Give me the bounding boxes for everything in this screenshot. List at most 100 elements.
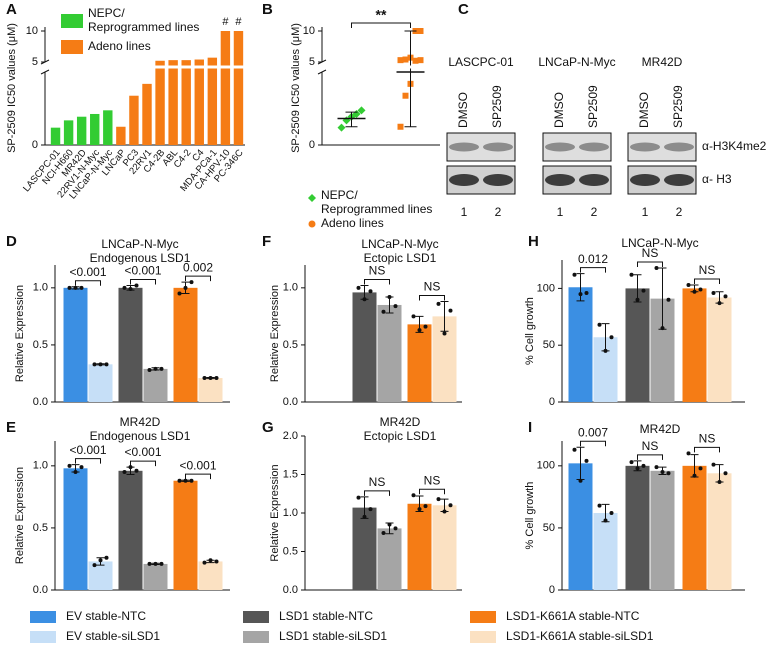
legend-swatch: [61, 14, 83, 28]
comparison-bracket: [364, 279, 390, 285]
bar: [377, 304, 402, 402]
point: [104, 362, 109, 367]
point: [381, 309, 386, 314]
point: [436, 301, 441, 306]
axis-break: [40, 69, 50, 75]
point: [92, 362, 97, 367]
error-bar: [658, 466, 667, 476]
comparison-label: <0.001: [69, 265, 106, 279]
point: [67, 463, 72, 468]
bar: [233, 31, 244, 145]
y-tick-label: 10: [303, 25, 315, 37]
y-tick-label: 0.0: [283, 396, 298, 408]
error-bar: [440, 498, 449, 512]
bar: [76, 116, 87, 145]
error-bar: [633, 274, 642, 303]
y-tick-label: 100: [537, 460, 555, 472]
lane-label: DMSO: [637, 92, 651, 128]
point: [423, 504, 428, 509]
blot-group-label: MR42D: [642, 55, 683, 69]
bar: [194, 59, 204, 145]
error-bar: [601, 323, 610, 352]
blot-band: [579, 142, 609, 152]
bar: [682, 465, 707, 590]
blot-band: [449, 174, 479, 186]
comparison-label: 0.002: [183, 260, 213, 274]
point: [214, 559, 219, 564]
bar: [181, 60, 191, 145]
point: [597, 322, 602, 327]
blot-band: [579, 174, 609, 186]
y-tick-label: 2.0: [283, 430, 298, 442]
error-bar: [181, 281, 190, 295]
comparison-bracket: [419, 295, 445, 301]
text-line: Endogenous LSD1: [90, 429, 191, 443]
legend-swatch: [243, 631, 269, 643]
bar: [682, 288, 707, 402]
point: [134, 468, 139, 473]
y-axis-label: % Cell growth: [524, 297, 536, 365]
blot-band: [483, 142, 513, 152]
legend-label: LSD1 stable-NTC: [279, 609, 373, 623]
blot-band: [449, 142, 479, 152]
blot-band: [664, 174, 694, 186]
point: [423, 324, 428, 329]
error-bar: [181, 479, 190, 482]
y-tick-label: 10: [26, 25, 38, 37]
bar: [118, 470, 143, 590]
bar: [143, 368, 168, 402]
error-bar: [576, 273, 585, 302]
text-line: Reprogrammed lines: [88, 20, 199, 34]
point: [411, 493, 416, 498]
bar: [707, 297, 732, 402]
error-bar: [715, 464, 724, 483]
legend-swatch: [30, 611, 56, 623]
lane-number: 1: [461, 205, 468, 219]
comparison-bracket: [75, 280, 101, 286]
comparison-bracket: [694, 278, 720, 284]
point: [122, 285, 127, 290]
point: [189, 280, 194, 285]
bar: [352, 507, 377, 590]
blot-band: [545, 174, 575, 186]
chart-title: LNCaP-N-Myc: [621, 236, 698, 250]
comparison-bracket: [185, 473, 211, 480]
text-line: LNCaP-N-Myc: [361, 237, 438, 251]
error-bar: [206, 376, 215, 380]
y-tick-label: 0: [549, 396, 555, 408]
point: [214, 376, 219, 381]
bar: [625, 465, 650, 590]
point: [723, 471, 728, 476]
comparison-label: NS: [699, 432, 716, 446]
point: [609, 511, 614, 516]
bar: [63, 120, 74, 145]
error-bar: [658, 267, 667, 330]
text-line: MR42D: [380, 415, 421, 429]
legend-label: LSD1 stable-siLSD1: [279, 629, 387, 643]
y-tick-label: 1.0: [33, 282, 48, 294]
point: [417, 57, 424, 64]
point: [79, 285, 84, 290]
point: [402, 92, 409, 99]
text-line: NEPC/: [321, 188, 358, 202]
comparison-bracket: [185, 275, 211, 282]
bar: [116, 126, 126, 145]
point: [368, 289, 373, 294]
error-bar: [96, 363, 105, 366]
legend-marker: [308, 220, 316, 228]
lane-number: 2: [676, 205, 683, 219]
point: [393, 304, 398, 309]
error-bar: [126, 285, 135, 291]
point: [104, 555, 109, 560]
panel-letter: E: [6, 419, 16, 436]
text-line: LNCaP-N-Myc: [101, 237, 178, 251]
point: [202, 560, 207, 565]
legend-label: Adeno lines: [321, 216, 384, 230]
error-bar: [206, 559, 215, 564]
chart-title: LNCaP-N-Myc Ectopic LSD1: [361, 237, 438, 265]
lane-number: 2: [591, 205, 598, 219]
comparison-label: NS: [642, 439, 659, 453]
y-axis-label: Relative Expression: [269, 464, 281, 561]
point: [654, 265, 659, 270]
